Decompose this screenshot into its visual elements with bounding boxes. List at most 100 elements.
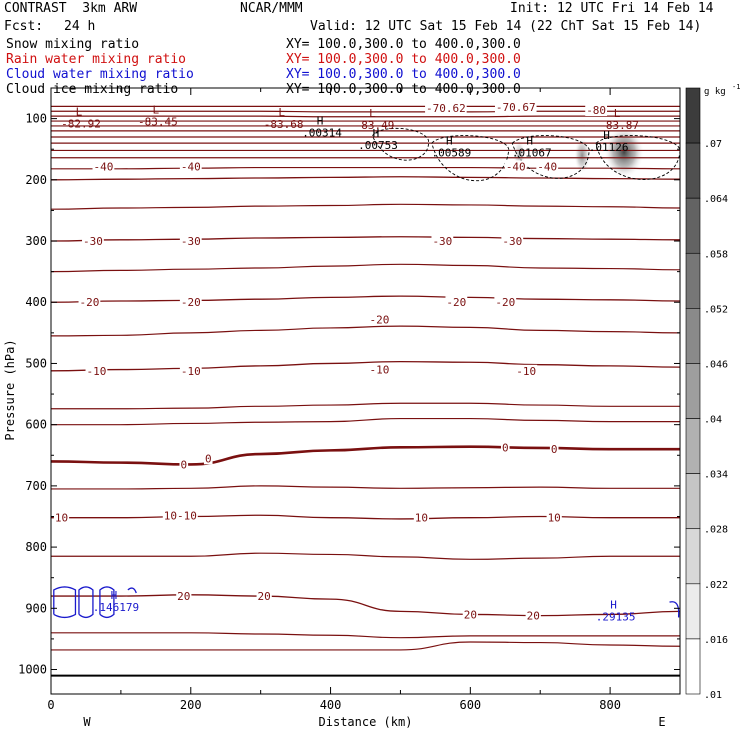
contour-label-bg (494, 296, 517, 309)
contour-label-bg (500, 441, 510, 454)
init-time: Init: 12 UTC Fri 14 Feb 14 (510, 1, 714, 16)
contour-label: -40 (506, 160, 526, 173)
shading-ice-blob (604, 126, 645, 179)
colorbar-tick-label: .01 (704, 690, 722, 701)
extremum-value: -83.45 (138, 116, 178, 129)
x-end-label-west: W (83, 715, 91, 729)
contour-line (51, 115, 680, 118)
contour-label: -10 (181, 365, 201, 378)
colorbar-tick-label: .016 (704, 635, 728, 646)
contour-label-bg (179, 160, 202, 173)
contour-label: -20 (181, 296, 201, 309)
contour-label: -30 (83, 235, 103, 248)
contour-label-bg (179, 364, 202, 377)
contour-label: 20 (258, 590, 271, 603)
cloud-ice-outline (511, 135, 590, 179)
field-snow-xy: XY= 100.0,300.0 to 400.0,300.0 (286, 37, 521, 52)
field-rain-name: Rain water mixing ratio (6, 52, 187, 67)
contour-line (51, 203, 680, 210)
colorbar-tick-label: .052 (704, 304, 728, 315)
colorbar-segment (685, 363, 701, 419)
extremum-H: H (610, 598, 617, 611)
contour-label-bg (501, 235, 524, 248)
contour-label-bg (78, 296, 101, 309)
contour-line-0 (51, 445, 680, 466)
contour-line (51, 485, 680, 490)
y-tick-label: 800 (25, 540, 47, 554)
extremum-H: H (317, 115, 324, 128)
contour-label: -40 (93, 160, 113, 173)
field-snow-name: Snow mixing ratio (6, 37, 140, 52)
extremum-value: .29135 (596, 610, 636, 623)
contour-line (51, 632, 680, 639)
contour-line (51, 552, 680, 560)
extremum-L: L (614, 107, 621, 120)
contour-label-bg (179, 235, 202, 248)
contour-label: 0 (502, 441, 509, 454)
contour-label: -30 (502, 235, 522, 248)
extremum-H: H (603, 129, 610, 142)
colorbar-segment (685, 252, 701, 309)
contour-label: -10 (516, 365, 536, 378)
y-tick-label: 100 (25, 112, 47, 126)
contour-label-bg (536, 160, 559, 173)
chart-title: CONTRAST 3km ARW (4, 1, 138, 16)
cloud-water-outline (127, 587, 137, 594)
colorbar-tick-label: .064 (704, 194, 728, 205)
cloud-ice-outline (595, 135, 680, 180)
y-tick-label: 300 (25, 234, 47, 248)
contour-label-bg (585, 104, 608, 117)
extremum-value: .01126 (589, 141, 629, 154)
contour-label: -30 (432, 235, 452, 248)
contour-label: -20 (370, 313, 390, 326)
contour-label: -30 (181, 235, 201, 248)
contour-line--10 (51, 360, 680, 372)
shading-ice-blob (574, 137, 591, 174)
extremum-H: H (446, 134, 453, 147)
contour-line-20 (51, 594, 680, 617)
extremum-value: .00589 (431, 146, 471, 159)
cloud-water-outline (669, 601, 680, 618)
contour-label: 20 (177, 590, 190, 603)
contour-label: -80 (586, 104, 606, 117)
contour-label: 10 (548, 512, 561, 525)
contour-label-bg (494, 100, 537, 113)
contour-line--30 (51, 236, 680, 242)
x-axis-label: Distance (km) (319, 715, 413, 729)
cloud-ice-outline (431, 135, 510, 182)
colorbar-tick-label: .058 (704, 249, 728, 260)
extremum-L: L (369, 107, 376, 120)
fcst-value: 24 h (64, 19, 96, 34)
contour-label-bg (368, 363, 391, 376)
contour-label: -10 (370, 364, 390, 377)
contour-label: 0 (205, 452, 212, 465)
colorbar-segment (685, 583, 701, 640)
contour-label-bg (203, 452, 213, 465)
contour-label: 10 (415, 512, 428, 525)
colorbar-segment (685, 142, 701, 199)
contour-label-bg (525, 609, 541, 622)
contour-label-bg (368, 313, 391, 326)
extremum-value: -82.92 (61, 118, 101, 131)
colorbar-segment (685, 197, 701, 254)
extremum-value: -83.49 (355, 119, 395, 132)
contour-label-bg (462, 608, 478, 621)
field-cloudice-xy: XY= 100.0,300.0 to 400.0,300.0 (286, 82, 521, 97)
x-end-label-east: E (658, 715, 665, 729)
contour-label: 0 (180, 458, 187, 471)
contour-label: 0 (551, 443, 558, 456)
contour-line (51, 325, 680, 337)
extremum-value: .01067 (512, 146, 552, 159)
extremum-value: -83.68 (264, 118, 304, 131)
contour-label: -20 (495, 296, 515, 309)
y-tick-label: 500 (25, 356, 47, 370)
extremum-L: L (278, 106, 285, 119)
extremum-value: -83.87 (599, 119, 639, 132)
y-tick-label: 600 (25, 418, 47, 432)
colorbar-segment (685, 473, 701, 530)
contour-label: 20 (527, 610, 540, 623)
contour-label-bg (546, 511, 562, 524)
colorbar-unit: g kg (704, 87, 726, 97)
contour-label: -20 (446, 296, 466, 309)
contour-label-bg (425, 102, 467, 115)
